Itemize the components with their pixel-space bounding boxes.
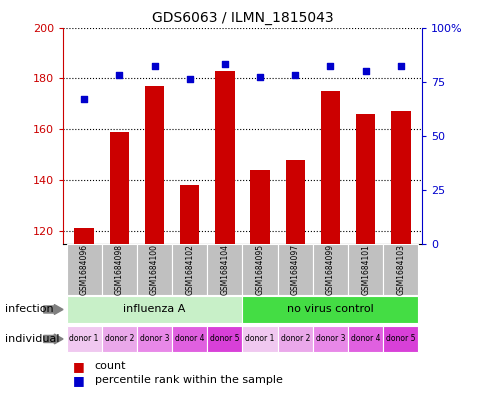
Point: [291, 72, 299, 78]
Text: donor 1: donor 1: [245, 334, 274, 343]
Bar: [277, 244, 312, 295]
Bar: [242, 296, 418, 323]
Text: donor 2: donor 2: [280, 334, 309, 343]
Text: influenza A: influenza A: [123, 304, 185, 314]
Bar: [382, 326, 418, 352]
Bar: [145, 86, 164, 244]
Text: donor 2: donor 2: [105, 334, 134, 343]
Text: ■: ■: [73, 374, 84, 387]
Bar: [348, 326, 382, 352]
Text: donor 5: donor 5: [210, 334, 239, 343]
Bar: [312, 244, 348, 295]
Text: count: count: [94, 361, 126, 371]
Point: [151, 63, 158, 70]
Bar: [348, 244, 382, 295]
Point: [326, 63, 333, 70]
Point: [396, 63, 404, 70]
Point: [361, 68, 369, 74]
Bar: [355, 114, 375, 244]
Title: GDS6063 / ILMN_1815043: GDS6063 / ILMN_1815043: [151, 11, 333, 25]
Bar: [102, 244, 136, 295]
Text: GSM1684104: GSM1684104: [220, 244, 229, 295]
Bar: [391, 112, 409, 244]
Bar: [66, 296, 242, 323]
Text: GSM1684101: GSM1684101: [361, 244, 369, 295]
Bar: [250, 170, 269, 244]
Text: individual: individual: [5, 334, 59, 344]
Bar: [136, 244, 172, 295]
Point: [221, 61, 228, 67]
Bar: [180, 185, 199, 244]
Bar: [242, 244, 277, 295]
Text: GSM1684099: GSM1684099: [325, 244, 334, 295]
Bar: [66, 244, 102, 295]
Text: GSM1684102: GSM1684102: [185, 244, 194, 295]
Text: donor 3: donor 3: [139, 334, 169, 343]
Text: ■: ■: [73, 360, 84, 373]
Point: [256, 74, 263, 80]
Bar: [109, 132, 129, 244]
Text: no virus control: no virus control: [287, 304, 373, 314]
Bar: [172, 326, 207, 352]
Bar: [312, 326, 348, 352]
Text: GSM1684103: GSM1684103: [395, 244, 405, 295]
Bar: [102, 326, 136, 352]
Bar: [75, 228, 93, 244]
Text: GSM1684098: GSM1684098: [115, 244, 123, 295]
Text: GSM1684096: GSM1684096: [79, 244, 89, 295]
Text: donor 3: donor 3: [315, 334, 345, 343]
Text: GSM1684095: GSM1684095: [255, 244, 264, 295]
Text: GSM1684100: GSM1684100: [150, 244, 159, 295]
Text: donor 5: donor 5: [385, 334, 415, 343]
Bar: [207, 326, 242, 352]
Text: donor 4: donor 4: [175, 334, 204, 343]
Text: percentile rank within the sample: percentile rank within the sample: [94, 375, 282, 385]
Bar: [242, 326, 277, 352]
Bar: [207, 244, 242, 295]
Bar: [277, 326, 312, 352]
Bar: [172, 244, 207, 295]
Bar: [136, 326, 172, 352]
Point: [80, 95, 88, 102]
Bar: [66, 326, 102, 352]
Point: [185, 76, 193, 83]
Bar: [285, 160, 304, 244]
Text: infection: infection: [5, 305, 53, 314]
Text: GSM1684097: GSM1684097: [290, 244, 299, 295]
Text: donor 4: donor 4: [350, 334, 379, 343]
Text: donor 1: donor 1: [69, 334, 99, 343]
Bar: [320, 91, 339, 244]
Point: [115, 72, 123, 78]
Bar: [382, 244, 418, 295]
Bar: [215, 71, 234, 244]
